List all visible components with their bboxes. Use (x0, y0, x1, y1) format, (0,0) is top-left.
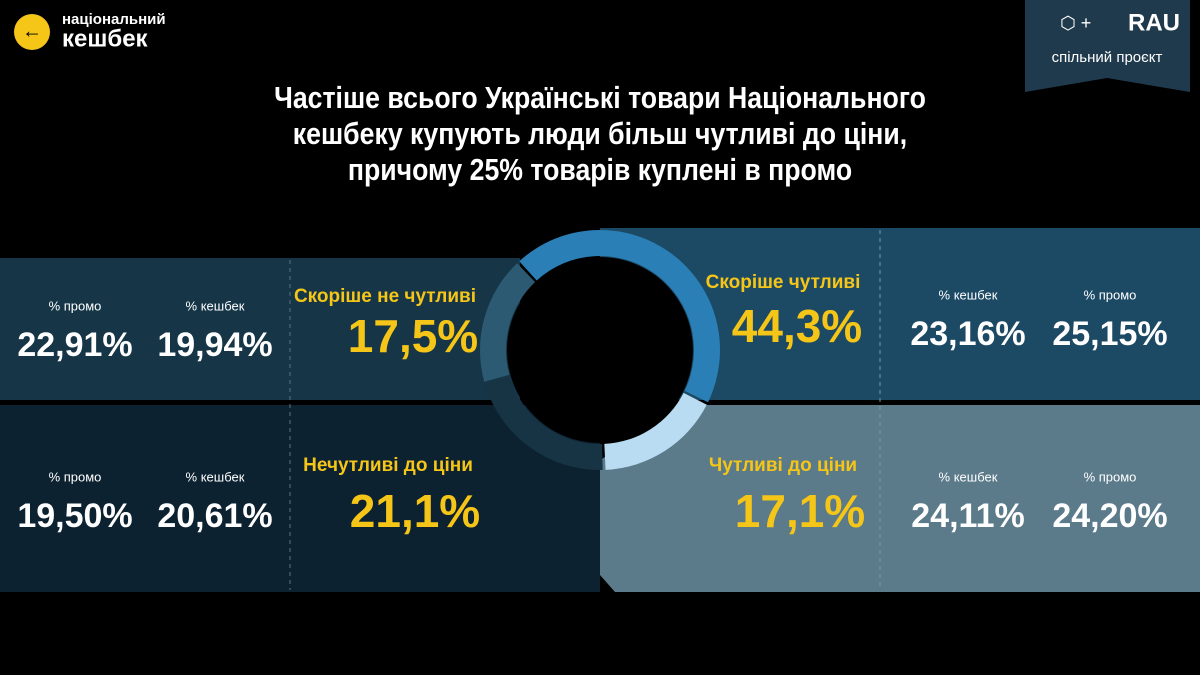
chart-title: Частіше всього Українські товари Націона… (274, 80, 926, 187)
stat-value: 24,11% (911, 497, 1024, 535)
donut-segment (519, 229, 720, 403)
stat-label: % кешбек (186, 469, 245, 484)
logo-arrow: ← (22, 20, 42, 42)
partner-badge (1025, 0, 1190, 92)
stat-label: % промо (49, 469, 102, 484)
stat-label: % кешбек (186, 298, 245, 313)
stat-value: 24,20% (1052, 497, 1167, 535)
stat-label: % промо (1084, 287, 1137, 302)
stat-label: % кешбек (939, 469, 998, 484)
category-label: Чутливі до ціни (709, 455, 857, 476)
stat-value: 25,15% (1052, 315, 1167, 353)
stat-label: % промо (1084, 469, 1137, 484)
panel-bg (0, 258, 520, 400)
stat-value: 22,91% (17, 326, 132, 364)
partner-name: RAU (1128, 9, 1180, 36)
panel-bg (0, 405, 600, 592)
logo-text: кешбек (62, 25, 149, 52)
stat-label: % промо (49, 298, 102, 313)
panel-bg (600, 405, 1200, 592)
donut-segment (604, 392, 707, 470)
category-label: Скоріше не чутливі (294, 286, 476, 307)
donut-segment (479, 263, 536, 382)
value-label: 17,5% (348, 310, 478, 362)
partner-plus: ⬡ + (1060, 13, 1091, 33)
logo-icon (14, 14, 50, 50)
stat-label: % кешбек (939, 287, 998, 302)
stat-value: 20,61% (157, 497, 272, 535)
category-label: Скоріше чутливі (706, 272, 861, 293)
stat-value: 23,16% (910, 315, 1025, 353)
value-label: 44,3% (732, 300, 862, 352)
donut-hole (507, 257, 693, 443)
value-label: 21,1% (350, 485, 480, 537)
category-label: Нечутливі до ціни (303, 455, 473, 476)
value-label: 17,1% (735, 485, 865, 537)
stat-value: 19,94% (157, 326, 272, 364)
logo-text: національний (62, 11, 166, 28)
stat-value: 19,50% (17, 497, 132, 535)
partner-caption: спільний проєкт (1052, 49, 1163, 66)
donut-segment (485, 376, 603, 470)
